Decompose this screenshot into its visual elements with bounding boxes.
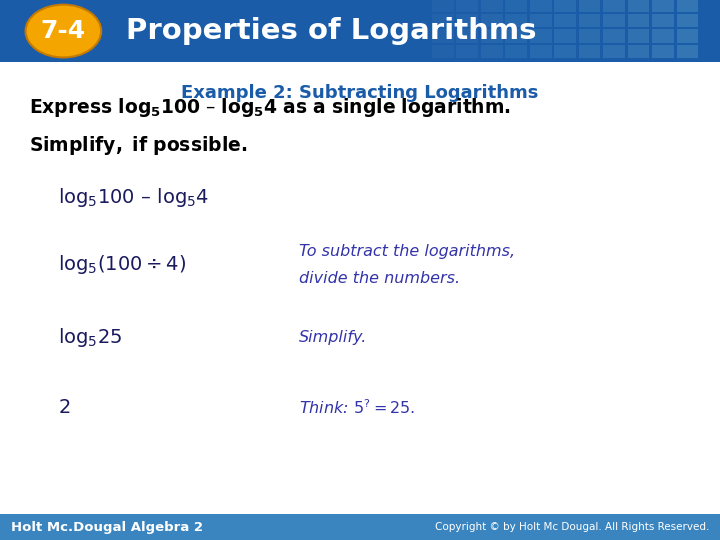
FancyBboxPatch shape: [677, 45, 698, 58]
Text: Simplify.: Simplify.: [299, 330, 367, 345]
FancyBboxPatch shape: [554, 45, 576, 58]
FancyBboxPatch shape: [603, 29, 625, 43]
FancyBboxPatch shape: [628, 29, 649, 43]
FancyBboxPatch shape: [481, 14, 503, 28]
FancyBboxPatch shape: [652, 29, 674, 43]
FancyBboxPatch shape: [456, 0, 478, 12]
FancyBboxPatch shape: [0, 0, 720, 62]
Text: To subtract the logarithms,: To subtract the logarithms,: [299, 244, 515, 259]
Text: $\bf{Express\ log_5 100\ –\ log_5 4\ as\ a\ single\ logarithm.}$: $\bf{Express\ log_5 100\ –\ log_5 4\ as\…: [29, 96, 510, 119]
FancyBboxPatch shape: [579, 0, 600, 12]
FancyBboxPatch shape: [628, 0, 649, 12]
FancyBboxPatch shape: [505, 0, 527, 12]
FancyBboxPatch shape: [652, 14, 674, 28]
FancyBboxPatch shape: [481, 0, 503, 12]
FancyBboxPatch shape: [505, 45, 527, 58]
FancyBboxPatch shape: [603, 0, 625, 12]
FancyBboxPatch shape: [579, 45, 600, 58]
FancyBboxPatch shape: [579, 29, 600, 43]
FancyBboxPatch shape: [579, 14, 600, 28]
Text: $\mathrm{log}_5(100 \div 4)$: $\mathrm{log}_5(100 \div 4)$: [58, 253, 186, 276]
Text: 7-4: 7-4: [41, 19, 86, 43]
FancyBboxPatch shape: [554, 14, 576, 28]
FancyBboxPatch shape: [432, 0, 454, 12]
FancyBboxPatch shape: [456, 29, 478, 43]
FancyBboxPatch shape: [530, 45, 552, 58]
FancyBboxPatch shape: [432, 29, 454, 43]
FancyBboxPatch shape: [652, 45, 674, 58]
Text: $2$: $2$: [58, 398, 70, 417]
FancyBboxPatch shape: [505, 14, 527, 28]
Text: Holt Mc.Dougal Algebra 2: Holt Mc.Dougal Algebra 2: [11, 521, 203, 534]
FancyBboxPatch shape: [628, 45, 649, 58]
Text: $\mathrm{log}_5 25$: $\mathrm{log}_5 25$: [58, 326, 122, 349]
FancyBboxPatch shape: [530, 29, 552, 43]
FancyBboxPatch shape: [432, 45, 454, 58]
Text: Properties of Logarithms: Properties of Logarithms: [126, 17, 536, 45]
Text: divide the numbers.: divide the numbers.: [299, 271, 460, 286]
FancyBboxPatch shape: [652, 0, 674, 12]
FancyBboxPatch shape: [481, 29, 503, 43]
FancyBboxPatch shape: [530, 14, 552, 28]
FancyBboxPatch shape: [456, 45, 478, 58]
FancyBboxPatch shape: [505, 29, 527, 43]
FancyBboxPatch shape: [677, 14, 698, 28]
FancyBboxPatch shape: [554, 29, 576, 43]
FancyBboxPatch shape: [481, 45, 503, 58]
FancyBboxPatch shape: [628, 14, 649, 28]
FancyBboxPatch shape: [677, 29, 698, 43]
Text: $\bf{Simplify,\ if\ possible.}$: $\bf{Simplify,\ if\ possible.}$: [29, 133, 247, 157]
Ellipse shape: [26, 5, 101, 57]
Text: Example 2: Subtracting Logarithms: Example 2: Subtracting Logarithms: [181, 84, 539, 102]
Text: Copyright © by Holt Mc Dougal. All Rights Reserved.: Copyright © by Holt Mc Dougal. All Right…: [435, 522, 709, 532]
FancyBboxPatch shape: [0, 514, 720, 540]
Text: $\mathrm{log}_5 100\ –\ \mathrm{log}_5 4$: $\mathrm{log}_5 100\ –\ \mathrm{log}_5 4…: [58, 186, 209, 208]
FancyBboxPatch shape: [432, 14, 454, 28]
FancyBboxPatch shape: [603, 45, 625, 58]
FancyBboxPatch shape: [677, 0, 698, 12]
FancyBboxPatch shape: [530, 0, 552, 12]
FancyBboxPatch shape: [554, 0, 576, 12]
Text: Think: $5^? = 25.$: Think: $5^? = 25.$: [299, 399, 415, 417]
FancyBboxPatch shape: [603, 14, 625, 28]
FancyBboxPatch shape: [456, 14, 478, 28]
